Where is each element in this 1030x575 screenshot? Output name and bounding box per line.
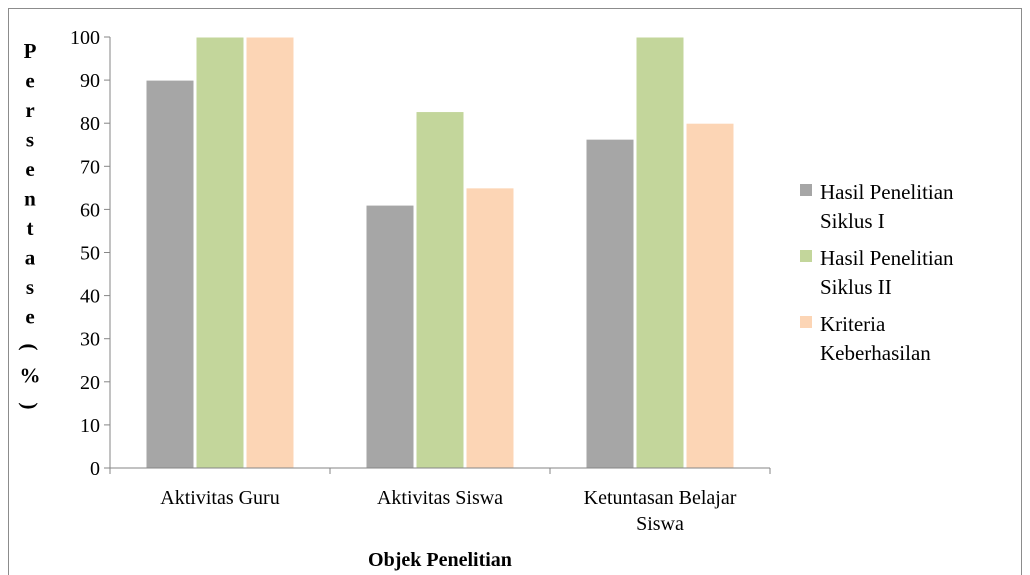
y-axis-title-letter: ( — [18, 344, 42, 351]
y-axis-title-letter: P — [24, 39, 37, 63]
y-axis-title-letter: ) — [18, 403, 42, 410]
legend-label-1: Hasil Penelitian Siklus I — [820, 180, 954, 233]
bar-3-1 — [245, 36, 295, 469]
y-tick-label: 0 — [90, 458, 100, 480]
y-axis-title-letter: s — [26, 275, 34, 299]
y-tick-label: 60 — [80, 199, 100, 221]
legend-swatch-3 — [800, 316, 812, 328]
legend: Hasil Penelitian Siklus I Hasil Penelitian… — [800, 180, 954, 365]
legend-label-3: Kriteria Keberhasilan — [820, 312, 931, 365]
y-tick-label: 20 — [80, 372, 100, 394]
y-tick-label: 30 — [80, 329, 100, 351]
y-axis-title-letter: % — [20, 364, 41, 388]
bar-1-2 — [365, 204, 415, 469]
y-tick-label: 50 — [80, 243, 100, 265]
y-axis-title-letter: e — [25, 69, 34, 93]
y-axis-title-letter: e — [25, 157, 34, 181]
bar-1-3 — [585, 138, 635, 469]
y-axis-title-letter: e — [25, 305, 34, 329]
legend-swatch-1 — [800, 184, 812, 196]
legend-label-2: Hasil Penelitian Siklus II — [820, 246, 954, 299]
y-axis-title-letter: s — [26, 128, 34, 152]
x-axis-title: Objek Penelitian — [368, 549, 512, 571]
y-tick-label: 100 — [70, 27, 100, 49]
x-category-label: Aktivitas Siswa — [377, 487, 503, 509]
y-tick-label: 10 — [80, 415, 100, 437]
x-axis-category-labels: Aktivitas Guru Aktivitas Siswa Ketuntasan … — [109, 468, 771, 535]
y-tick-label: 40 — [80, 286, 100, 308]
y-tick-label: 90 — [80, 70, 100, 92]
bars — [145, 36, 735, 469]
bar-3-2 — [465, 187, 515, 469]
bar-2-2 — [415, 111, 465, 469]
legend-swatch-2 — [800, 250, 812, 262]
bar-2-3 — [635, 36, 685, 469]
y-axis-title-letter: a — [25, 246, 36, 270]
y-axis-title-letter: t — [27, 216, 34, 240]
bar-2-1 — [195, 36, 245, 469]
y-tick-label: 70 — [80, 156, 100, 178]
bar-1-1 — [145, 79, 195, 469]
y-axis-ticks: 0 10 20 30 40 50 60 70 80 90 100 — [70, 27, 110, 480]
bar-3-3 — [685, 122, 735, 469]
y-axis-title-letter: r — [25, 98, 34, 122]
y-axis-title-letter: n — [24, 187, 36, 211]
x-category-label: Aktivitas Guru — [160, 487, 279, 509]
y-tick-label: 80 — [80, 113, 100, 135]
x-category-label: Ketuntasan Belajar Siswa — [584, 487, 737, 535]
